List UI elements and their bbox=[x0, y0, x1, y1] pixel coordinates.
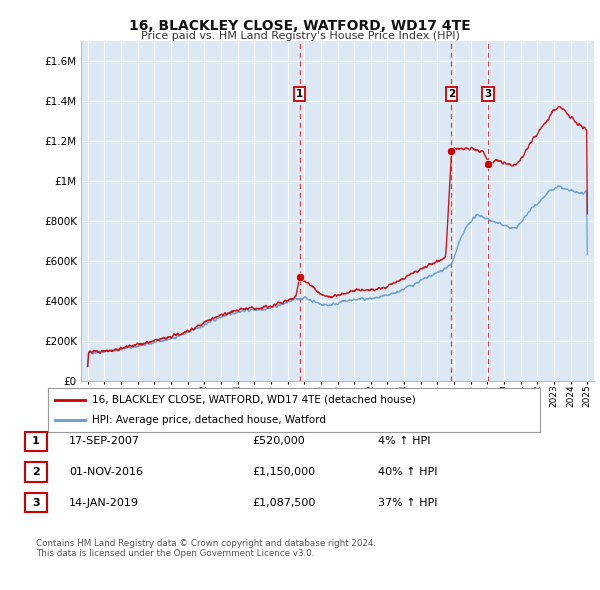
Text: HPI: Average price, detached house, Watford: HPI: Average price, detached house, Watf… bbox=[92, 415, 326, 425]
Text: 2: 2 bbox=[32, 467, 40, 477]
Text: £520,000: £520,000 bbox=[252, 437, 305, 446]
Text: 2: 2 bbox=[448, 89, 455, 99]
Text: 40% ↑ HPI: 40% ↑ HPI bbox=[378, 467, 437, 477]
Text: Contains HM Land Registry data © Crown copyright and database right 2024.: Contains HM Land Registry data © Crown c… bbox=[36, 539, 376, 548]
Text: 37% ↑ HPI: 37% ↑ HPI bbox=[378, 498, 437, 507]
Text: 16, BLACKLEY CLOSE, WATFORD, WD17 4TE (detached house): 16, BLACKLEY CLOSE, WATFORD, WD17 4TE (d… bbox=[92, 395, 416, 405]
Text: This data is licensed under the Open Government Licence v3.0.: This data is licensed under the Open Gov… bbox=[36, 549, 314, 558]
Text: 14-JAN-2019: 14-JAN-2019 bbox=[69, 498, 139, 507]
Text: 17-SEP-2007: 17-SEP-2007 bbox=[69, 437, 140, 446]
Text: 4% ↑ HPI: 4% ↑ HPI bbox=[378, 437, 431, 446]
Text: £1,087,500: £1,087,500 bbox=[252, 498, 316, 507]
Text: 16, BLACKLEY CLOSE, WATFORD, WD17 4TE: 16, BLACKLEY CLOSE, WATFORD, WD17 4TE bbox=[129, 19, 471, 33]
Text: 3: 3 bbox=[32, 498, 40, 507]
Text: 1: 1 bbox=[32, 437, 40, 446]
Text: £1,150,000: £1,150,000 bbox=[252, 467, 315, 477]
Text: 01-NOV-2016: 01-NOV-2016 bbox=[69, 467, 143, 477]
Text: Price paid vs. HM Land Registry's House Price Index (HPI): Price paid vs. HM Land Registry's House … bbox=[140, 31, 460, 41]
Text: 1: 1 bbox=[296, 89, 303, 99]
Text: 3: 3 bbox=[484, 89, 491, 99]
